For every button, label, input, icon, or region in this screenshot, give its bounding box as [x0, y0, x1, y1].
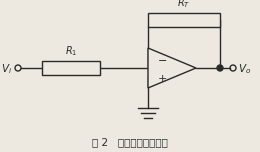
Polygon shape	[148, 48, 196, 88]
Text: −: −	[158, 56, 167, 66]
Text: $R_1$: $R_1$	[65, 44, 77, 58]
Text: +: +	[158, 74, 167, 84]
FancyBboxPatch shape	[42, 61, 100, 75]
Text: 图 2   基本恒流源电路图: 图 2 基本恒流源电路图	[92, 137, 168, 147]
Circle shape	[217, 65, 223, 71]
Text: $V_i$: $V_i$	[1, 62, 12, 76]
Text: $R_T$: $R_T$	[177, 0, 191, 10]
FancyBboxPatch shape	[148, 13, 220, 27]
Text: $V_o$: $V_o$	[238, 62, 251, 76]
